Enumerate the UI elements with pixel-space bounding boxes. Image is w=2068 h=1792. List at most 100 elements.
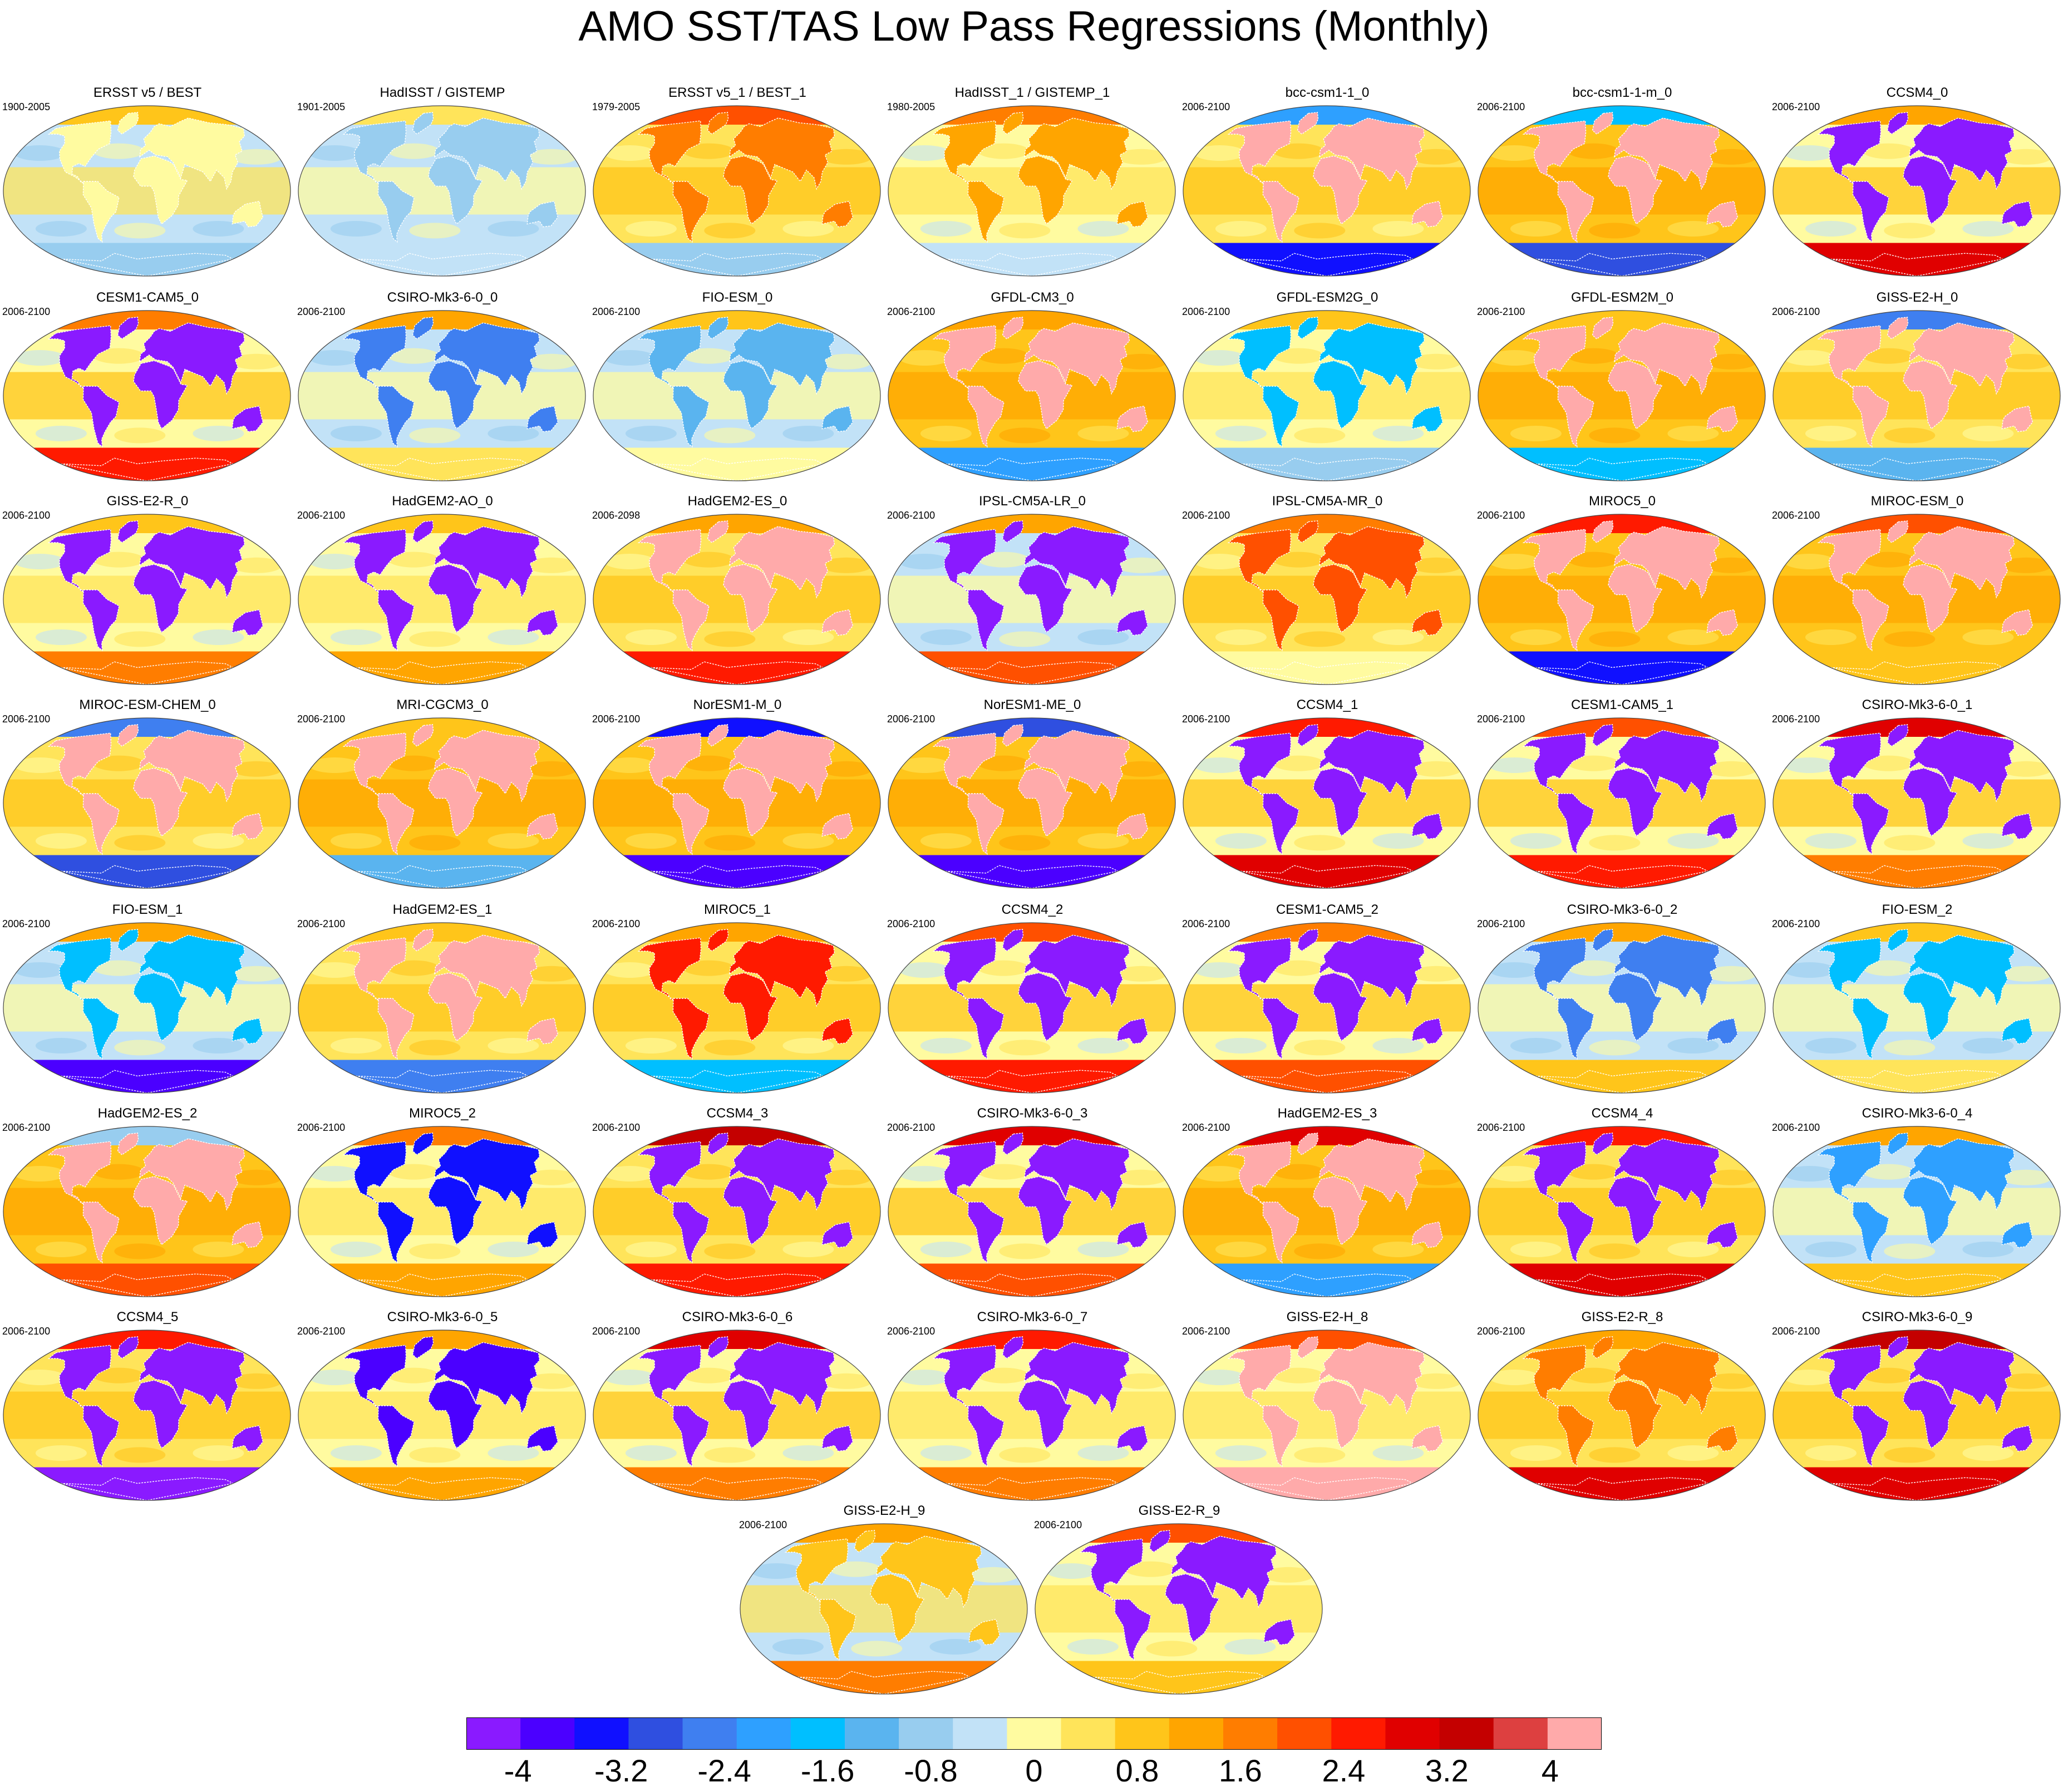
anomaly-patch <box>409 427 461 444</box>
land-region <box>672 1202 710 1264</box>
land-region <box>707 1133 729 1155</box>
land-region <box>342 732 407 796</box>
land-region <box>1018 360 1073 430</box>
map-panel: CSIRO-Mk3-6-0_5 2006-2100 <box>295 1309 590 1504</box>
arctic-band <box>1183 1330 1470 1349</box>
anomaly-patch <box>1884 631 1936 647</box>
land-region <box>434 730 540 803</box>
land-region <box>1297 724 1319 747</box>
land-region <box>728 526 835 599</box>
map-panel: HadISST / GISTEMP 1901-2005 <box>295 85 590 279</box>
anomaly-patch <box>1667 1242 1719 1257</box>
land-region <box>1908 117 2015 190</box>
land-region <box>651 865 824 888</box>
land-region <box>428 767 483 837</box>
world-map <box>1478 105 1766 277</box>
map-panel: HadGEM2-ES_0 2006-2098 <box>590 493 885 688</box>
land-region <box>875 1535 982 1608</box>
panel-title: GISS-E2-H_0 <box>1876 290 1958 305</box>
panel-period: 2006-2100 <box>2 1122 51 1133</box>
land-region <box>47 1141 112 1205</box>
map-panel: GFDL-CM3_0 2006-2100 <box>885 289 1180 484</box>
panel-title: CESM1-CAM5_2 <box>1276 902 1379 917</box>
anomaly-patch <box>1372 1038 1424 1053</box>
anomaly-patch <box>704 835 756 851</box>
anomaly-patch <box>782 833 834 849</box>
land-region <box>377 1405 415 1468</box>
anomaly-patch <box>1962 1242 2014 1257</box>
land-region <box>1557 1202 1594 1264</box>
land-region <box>1613 1342 1720 1415</box>
anomaly-patch <box>683 960 735 976</box>
land-region <box>82 181 120 243</box>
colorbar <box>466 1717 1602 1750</box>
anomaly-patch <box>2001 966 2052 982</box>
anomaly-patch <box>978 552 1030 568</box>
panel-title: MIROC5_2 <box>408 1106 476 1121</box>
land-region <box>1592 520 1614 543</box>
land-region <box>1522 1141 1587 1205</box>
anomaly-patch <box>821 149 873 165</box>
land-region <box>1023 526 1130 599</box>
world-map <box>593 1126 881 1297</box>
map-panel: GISS-E2-H_9 2006-2100 <box>737 1503 1032 1697</box>
land-region <box>1908 1342 2015 1415</box>
panel-period: 1979-2005 <box>592 101 641 112</box>
land-region <box>117 112 139 135</box>
land-region <box>1227 529 1292 593</box>
panel-title: HadISST_1 / GISTEMP_1 <box>954 85 1110 100</box>
anomaly-patch <box>1411 1169 1463 1185</box>
world-map <box>1478 922 1766 1094</box>
land-region <box>1830 661 2004 685</box>
anomaly-patch <box>999 1447 1051 1463</box>
arctic-band <box>1478 514 1765 533</box>
land-region <box>1313 972 1368 1042</box>
anomaly-patch <box>978 143 1030 159</box>
land-region <box>356 253 529 276</box>
land-region <box>932 732 997 796</box>
panel-title: FIO-ESM_0 <box>702 290 773 305</box>
world-map <box>593 1330 881 1501</box>
anomaly-patch <box>1215 629 1267 645</box>
panel-title: CCSM4_0 <box>1886 85 1948 100</box>
land-region <box>1018 155 1073 225</box>
land-region <box>82 1202 120 1264</box>
land-region <box>377 998 415 1060</box>
land-region <box>1887 929 1909 952</box>
anomaly-patch <box>1510 1445 1562 1461</box>
land-region <box>1706 200 1739 228</box>
land-region <box>1411 609 1444 636</box>
colorbar-tick-label: 2.4 <box>1322 1753 1366 1788</box>
anomaly-patch <box>1489 1166 1540 1181</box>
anomaly-patch <box>309 554 361 569</box>
land-region <box>434 934 540 1007</box>
anomaly-patch <box>683 143 735 159</box>
anomaly-patch <box>35 1445 87 1461</box>
arctic-band <box>1773 718 2060 737</box>
land-region <box>1227 120 1292 184</box>
land-region <box>61 253 234 276</box>
land-region <box>1852 1202 1889 1264</box>
panel-period: 2006-2098 <box>592 510 641 521</box>
land-region <box>651 661 824 685</box>
land-region <box>1262 793 1299 855</box>
land-region <box>1002 1336 1024 1359</box>
map-panel: CSIRO-Mk3-6-0_0 2006-2100 <box>295 289 590 484</box>
panel-period: 1901-2005 <box>297 101 346 112</box>
anomaly-patch <box>1667 221 1719 237</box>
land-region <box>526 1425 559 1452</box>
land-region <box>412 317 434 339</box>
land-region <box>932 937 997 1001</box>
land-region <box>1903 1176 1958 1245</box>
land-region <box>1852 793 1889 855</box>
land-region <box>1023 322 1130 395</box>
anomaly-patch <box>1077 426 1129 441</box>
colorbar-swatch <box>466 1718 521 1749</box>
figure-title: AMO SST/TAS Low Pass Regressions (Monthl… <box>578 3 1490 50</box>
arctic-band <box>593 514 880 533</box>
land-region <box>1706 1425 1739 1452</box>
land-region <box>946 457 1119 481</box>
land-region <box>1227 325 1292 389</box>
map-panel: HadISST_1 / GISTEMP_1 1980-2005 <box>885 85 1180 279</box>
